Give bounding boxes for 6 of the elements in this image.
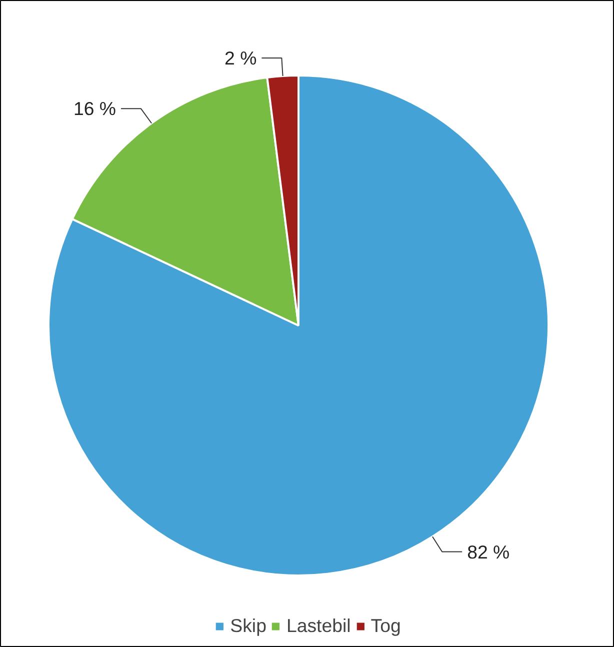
data-label: 2 % [224,48,257,69]
data-label: 82 % [467,541,510,562]
legend-label: Skip [230,615,266,637]
data-label: 16 % [73,98,116,120]
legend-label: Lastebil [286,615,351,637]
legend-label: Tog [370,615,401,637]
